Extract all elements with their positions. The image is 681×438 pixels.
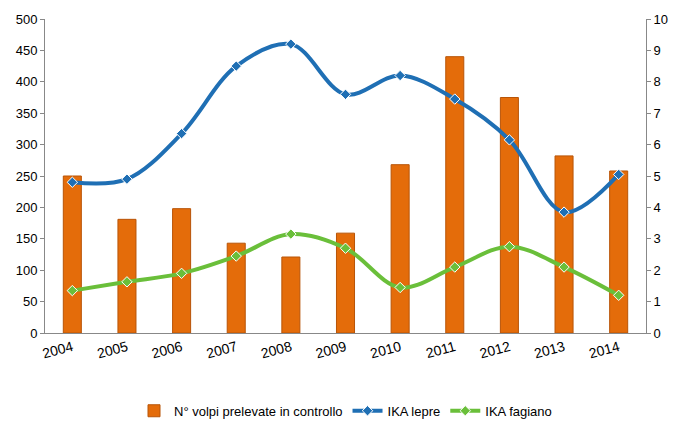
svg-text:2013: 2013 — [532, 338, 566, 362]
svg-text:2007: 2007 — [205, 338, 239, 362]
svg-text:100: 100 — [16, 263, 38, 278]
svg-text:2: 2 — [654, 263, 661, 278]
svg-text:250: 250 — [16, 169, 38, 184]
svg-text:2012: 2012 — [478, 338, 512, 362]
svg-text:2006: 2006 — [150, 338, 184, 362]
svg-text:1: 1 — [654, 294, 661, 309]
svg-text:IKA lepre: IKA lepre — [388, 404, 441, 419]
svg-text:2009: 2009 — [314, 338, 348, 362]
svg-text:4: 4 — [654, 200, 661, 215]
svg-text:350: 350 — [16, 106, 38, 121]
svg-text:3: 3 — [654, 231, 661, 246]
svg-text:500: 500 — [16, 12, 38, 27]
svg-text:8: 8 — [654, 74, 661, 89]
svg-text:2008: 2008 — [259, 338, 293, 362]
svg-text:50: 50 — [23, 294, 37, 309]
svg-text:200: 200 — [16, 200, 38, 215]
svg-text:0: 0 — [30, 326, 37, 341]
svg-text:10: 10 — [654, 12, 668, 27]
svg-text:IKA fagiano: IKA fagiano — [485, 404, 552, 419]
svg-text:300: 300 — [16, 137, 38, 152]
svg-text:5: 5 — [654, 169, 661, 184]
svg-text:9: 9 — [654, 43, 661, 58]
svg-text:N° volpi prelevate in controll: N° volpi prelevate in controllo — [174, 404, 343, 419]
svg-text:2005: 2005 — [95, 338, 129, 362]
svg-text:2010: 2010 — [368, 338, 402, 362]
svg-text:2004: 2004 — [41, 338, 75, 362]
svg-text:6: 6 — [654, 137, 661, 152]
svg-text:150: 150 — [16, 231, 38, 246]
svg-text:7: 7 — [654, 106, 661, 121]
svg-text:2011: 2011 — [424, 338, 457, 361]
svg-text:2014: 2014 — [587, 338, 621, 362]
svg-text:450: 450 — [16, 43, 38, 58]
svg-text:400: 400 — [16, 74, 38, 89]
svg-text:0: 0 — [654, 326, 661, 341]
